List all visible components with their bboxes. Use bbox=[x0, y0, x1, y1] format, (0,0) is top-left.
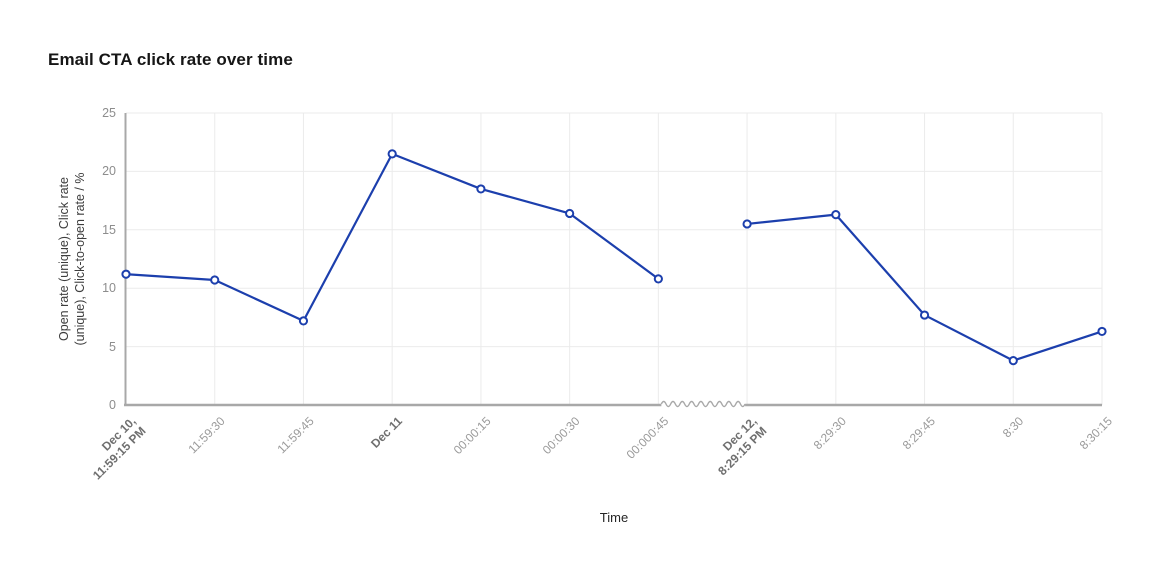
y-tick-label: 15 bbox=[102, 222, 116, 237]
data-point-marker[interactable] bbox=[565, 208, 575, 219]
chart-title: Email CTA click rate over time bbox=[48, 50, 293, 69]
y-tick-label: 5 bbox=[109, 339, 116, 354]
data-point-marker[interactable] bbox=[1008, 356, 1018, 366]
data-point-marker[interactable] bbox=[210, 275, 220, 285]
data-point-marker[interactable] bbox=[1097, 326, 1107, 337]
data-point-marker[interactable] bbox=[742, 219, 752, 229]
data-point-marker[interactable] bbox=[831, 210, 841, 220]
y-tick-label: 25 bbox=[102, 106, 116, 120]
y-tick-label: 10 bbox=[102, 281, 116, 296]
data-point-marker[interactable] bbox=[121, 269, 131, 279]
x-axis-label: Time bbox=[599, 510, 629, 525]
data-point-marker[interactable] bbox=[387, 149, 397, 159]
data-point-marker[interactable] bbox=[476, 184, 486, 194]
data-point-marker[interactable] bbox=[919, 310, 930, 320]
axis-break-wave bbox=[660, 400, 746, 408]
y-tick-label: 20 bbox=[102, 164, 116, 179]
data-point-marker[interactable] bbox=[298, 316, 309, 326]
y-tick-label: 0 bbox=[109, 398, 116, 412]
data-point-marker[interactable] bbox=[653, 274, 663, 284]
